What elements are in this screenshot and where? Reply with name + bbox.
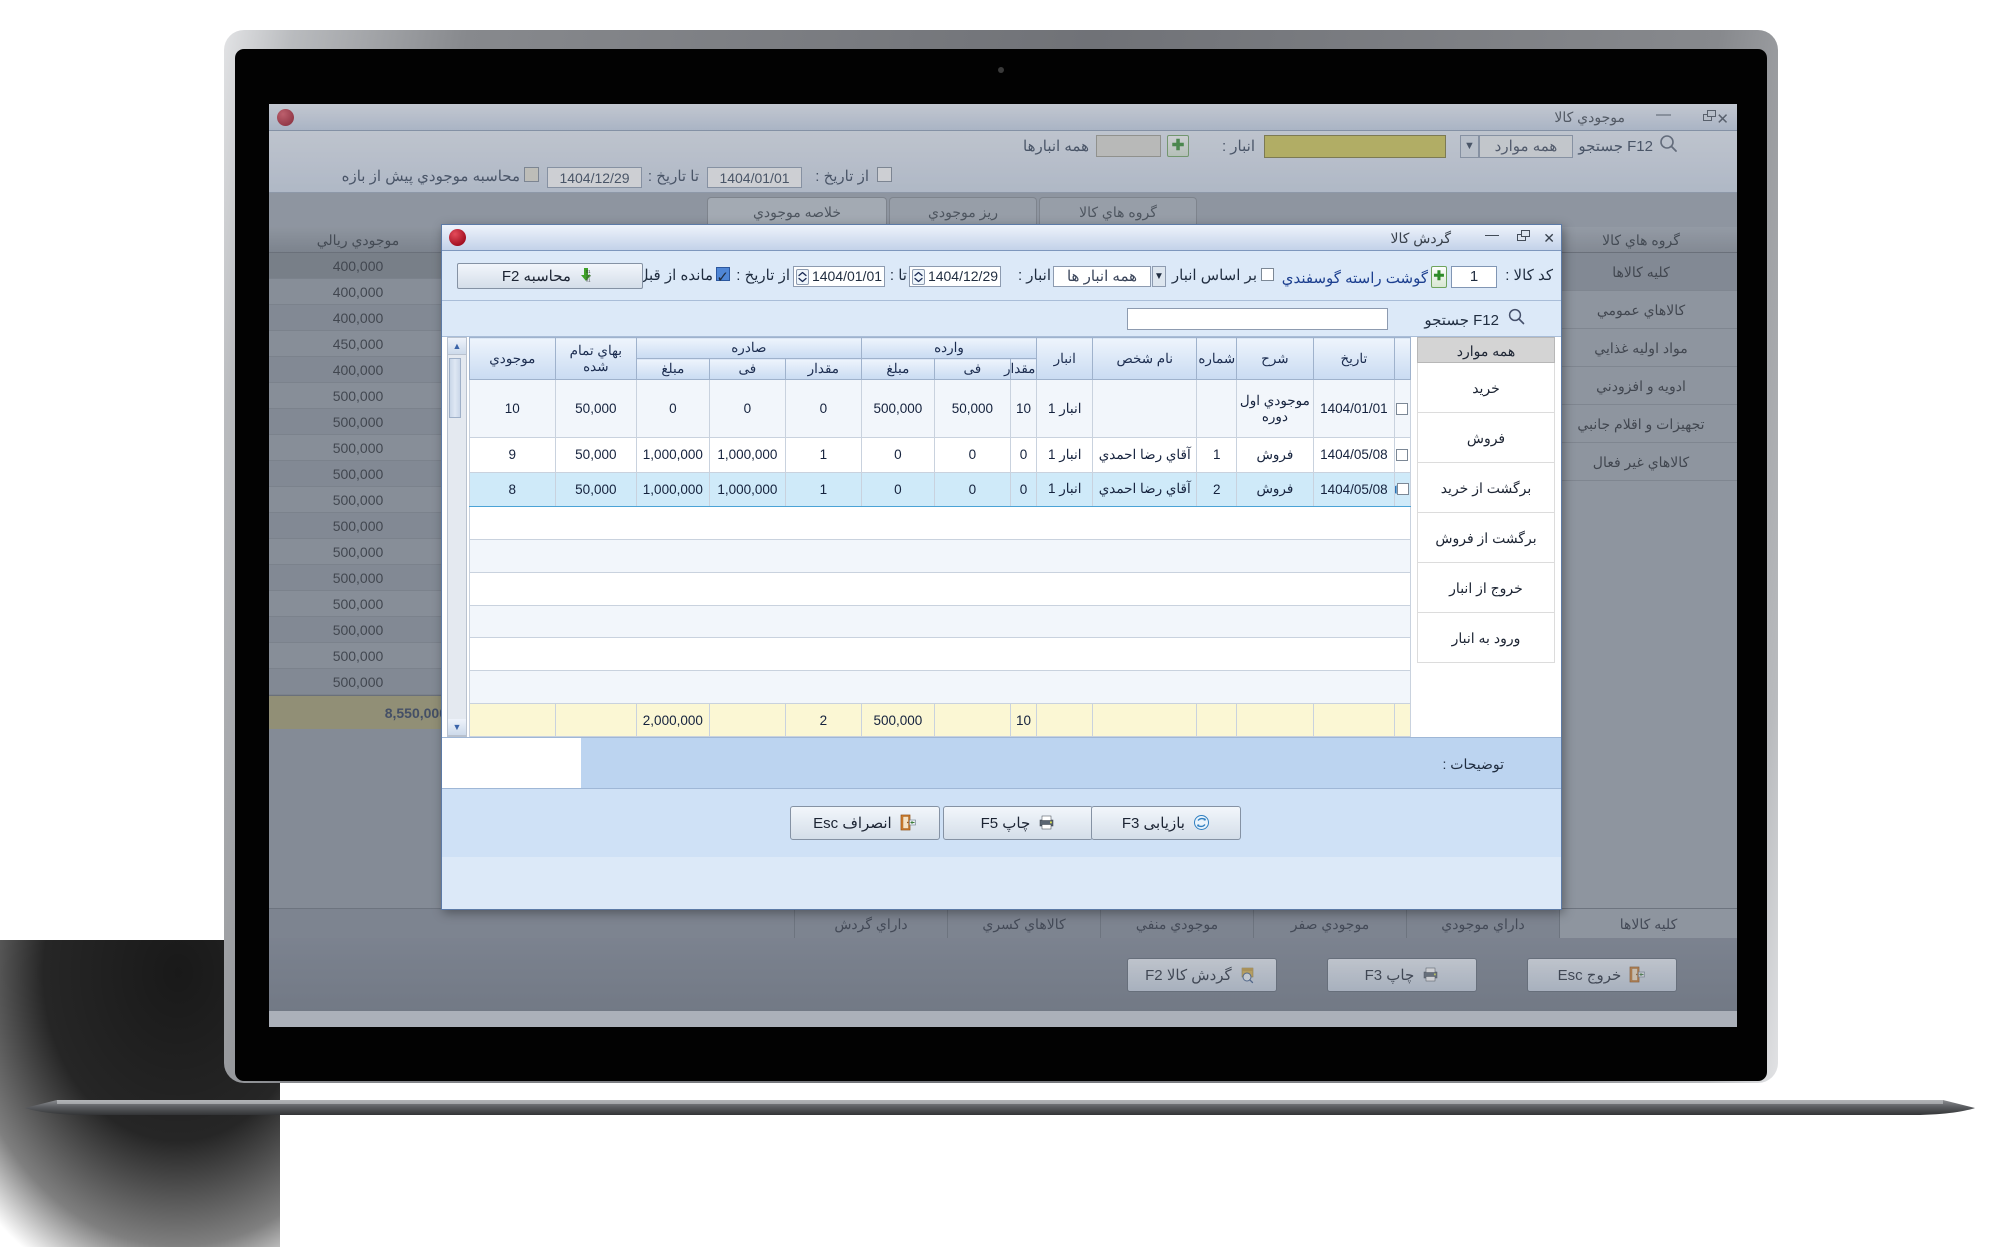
svg-text:01: 01 xyxy=(586,278,591,283)
